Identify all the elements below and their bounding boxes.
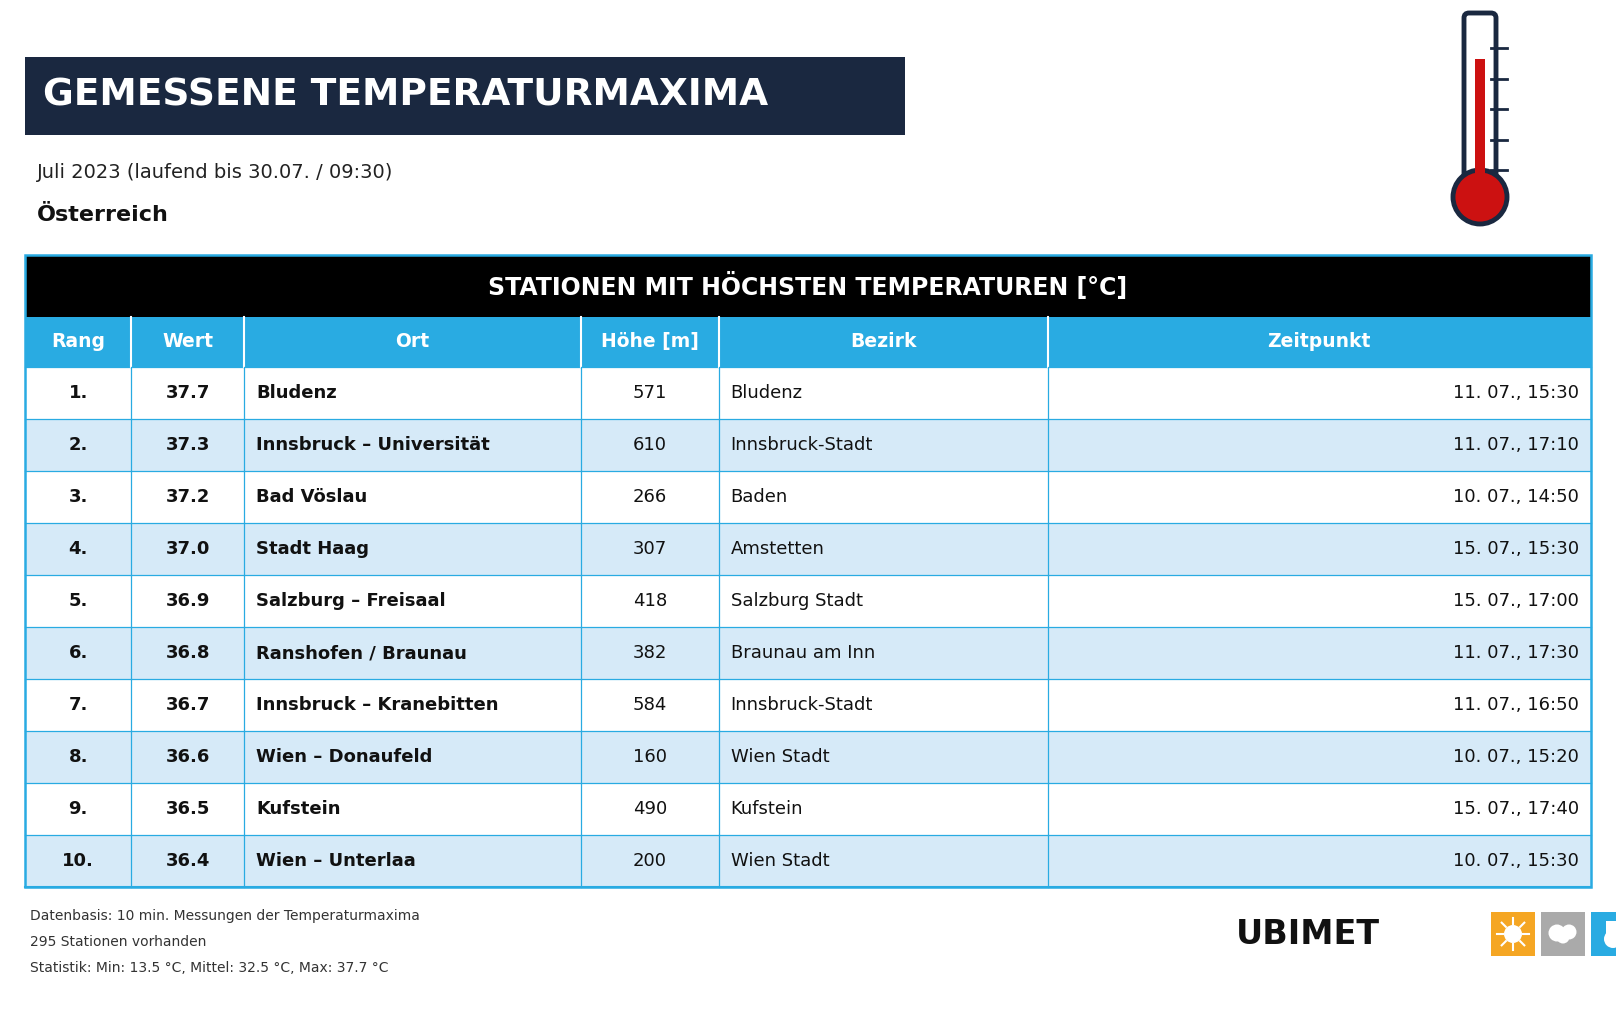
- Text: Österreich: Österreich: [37, 205, 170, 225]
- Text: STATIONEN MIT HÖCHSTEN TEMPERATUREN [°C]: STATIONEN MIT HÖCHSTEN TEMPERATUREN [°C]: [488, 272, 1128, 300]
- Circle shape: [1605, 930, 1616, 948]
- Text: Amstetten: Amstetten: [730, 540, 824, 558]
- Text: Innsbruck-Stadt: Innsbruck-Stadt: [730, 696, 873, 714]
- Text: Bad Vöslau: Bad Vöslau: [257, 488, 367, 506]
- FancyBboxPatch shape: [24, 255, 1592, 317]
- Text: 37.3: 37.3: [166, 436, 210, 454]
- Text: 37.2: 37.2: [166, 488, 210, 506]
- Text: Bludenz: Bludenz: [730, 384, 803, 402]
- Text: 11. 07., 15:30: 11. 07., 15:30: [1453, 384, 1579, 402]
- Circle shape: [1453, 170, 1508, 224]
- Text: 10. 07., 15:20: 10. 07., 15:20: [1453, 748, 1579, 766]
- Text: 11. 07., 16:50: 11. 07., 16:50: [1453, 696, 1579, 714]
- FancyBboxPatch shape: [1464, 13, 1496, 185]
- Text: 200: 200: [633, 852, 667, 870]
- Text: Juli 2023 (laufend bis 30.07. / 09:30): Juli 2023 (laufend bis 30.07. / 09:30): [37, 163, 393, 182]
- Text: 36.6: 36.6: [166, 748, 210, 766]
- FancyBboxPatch shape: [24, 835, 1592, 887]
- Text: Höhe [m]: Höhe [m]: [601, 333, 698, 352]
- FancyBboxPatch shape: [24, 317, 1592, 367]
- Text: Datenbasis: 10 min. Messungen der Temperaturmaxima: Datenbasis: 10 min. Messungen der Temper…: [31, 909, 420, 923]
- Text: Salzburg – Freisaal: Salzburg – Freisaal: [257, 592, 446, 610]
- Text: Salzburg Stadt: Salzburg Stadt: [730, 592, 863, 610]
- Text: 6.: 6.: [68, 644, 87, 662]
- Text: 11. 07., 17:10: 11. 07., 17:10: [1453, 436, 1579, 454]
- Text: 37.0: 37.0: [166, 540, 210, 558]
- Text: Braunau am Inn: Braunau am Inn: [730, 644, 874, 662]
- FancyBboxPatch shape: [24, 731, 1592, 783]
- Text: 4.: 4.: [68, 540, 87, 558]
- Text: 15. 07., 17:00: 15. 07., 17:00: [1453, 592, 1579, 610]
- Text: Stadt Haag: Stadt Haag: [257, 540, 368, 558]
- Text: Wien Stadt: Wien Stadt: [730, 852, 829, 870]
- FancyBboxPatch shape: [24, 57, 905, 135]
- Text: 36.5: 36.5: [166, 800, 210, 818]
- Text: 7.: 7.: [68, 696, 87, 714]
- Text: 610: 610: [633, 436, 667, 454]
- Text: 10. 07., 14:50: 10. 07., 14:50: [1453, 488, 1579, 506]
- Text: 36.7: 36.7: [166, 696, 210, 714]
- FancyBboxPatch shape: [1475, 59, 1485, 176]
- Circle shape: [1548, 924, 1566, 942]
- FancyBboxPatch shape: [24, 679, 1592, 731]
- Text: Wien – Unterlaa: Wien – Unterlaa: [257, 852, 415, 870]
- Text: UBIMET: UBIMET: [1236, 917, 1380, 950]
- Text: 5.: 5.: [68, 592, 87, 610]
- Text: Kufstein: Kufstein: [730, 800, 803, 818]
- Text: 8.: 8.: [68, 748, 87, 766]
- Text: Statistik: Min: 13.5 °C, Mittel: 32.5 °C, Max: 37.7 °C: Statistik: Min: 13.5 °C, Mittel: 32.5 °C…: [31, 961, 388, 975]
- FancyBboxPatch shape: [24, 575, 1592, 627]
- FancyBboxPatch shape: [24, 472, 1592, 523]
- Text: Wert: Wert: [162, 333, 213, 352]
- Text: 36.4: 36.4: [166, 852, 210, 870]
- Text: 36.8: 36.8: [165, 644, 210, 662]
- Text: 1.: 1.: [68, 384, 87, 402]
- FancyBboxPatch shape: [1592, 912, 1616, 956]
- Text: Zeitpunkt: Zeitpunkt: [1267, 333, 1370, 352]
- Text: Bludenz: Bludenz: [257, 384, 338, 402]
- Text: 307: 307: [633, 540, 667, 558]
- Text: 490: 490: [633, 800, 667, 818]
- Text: Wien Stadt: Wien Stadt: [730, 748, 829, 766]
- Text: 11. 07., 17:30: 11. 07., 17:30: [1453, 644, 1579, 662]
- Text: 584: 584: [632, 696, 667, 714]
- Circle shape: [1504, 925, 1522, 943]
- Text: 10. 07., 15:30: 10. 07., 15:30: [1453, 852, 1579, 870]
- FancyBboxPatch shape: [24, 627, 1592, 679]
- FancyBboxPatch shape: [1492, 912, 1535, 956]
- Text: 37.7: 37.7: [166, 384, 210, 402]
- FancyBboxPatch shape: [24, 523, 1592, 575]
- Text: 2.: 2.: [68, 436, 87, 454]
- Text: 36.9: 36.9: [166, 592, 210, 610]
- Text: 571: 571: [632, 384, 667, 402]
- Text: 3.: 3.: [68, 488, 87, 506]
- Text: 418: 418: [633, 592, 667, 610]
- Text: 10.: 10.: [63, 852, 94, 870]
- Text: 266: 266: [633, 488, 667, 506]
- FancyBboxPatch shape: [24, 419, 1592, 472]
- Text: Kufstein: Kufstein: [257, 800, 341, 818]
- Text: 160: 160: [633, 748, 667, 766]
- Text: Innsbruck – Kranebitten: Innsbruck – Kranebitten: [257, 696, 499, 714]
- Circle shape: [1556, 931, 1569, 943]
- FancyBboxPatch shape: [24, 783, 1592, 835]
- Text: 15. 07., 17:40: 15. 07., 17:40: [1453, 800, 1579, 818]
- Circle shape: [1561, 924, 1577, 940]
- Text: Bezirk: Bezirk: [850, 333, 916, 352]
- Text: Innsbruck – Universität: Innsbruck – Universität: [257, 436, 490, 454]
- FancyArrow shape: [1606, 921, 1616, 939]
- FancyBboxPatch shape: [24, 367, 1592, 419]
- Text: Innsbruck-Stadt: Innsbruck-Stadt: [730, 436, 873, 454]
- Text: 15. 07., 15:30: 15. 07., 15:30: [1453, 540, 1579, 558]
- Text: 295 Stationen vorhanden: 295 Stationen vorhanden: [31, 935, 207, 949]
- Text: Baden: Baden: [730, 488, 789, 506]
- Text: Rang: Rang: [52, 333, 105, 352]
- Text: Ranshofen / Braunau: Ranshofen / Braunau: [257, 644, 467, 662]
- Text: Ort: Ort: [396, 333, 430, 352]
- FancyBboxPatch shape: [1542, 912, 1585, 956]
- Text: 9.: 9.: [68, 800, 87, 818]
- Text: 382: 382: [632, 644, 667, 662]
- Text: Wien – Donaufeld: Wien – Donaufeld: [257, 748, 433, 766]
- Text: GEMESSENE TEMPERATURMAXIMA: GEMESSENE TEMPERATURMAXIMA: [44, 78, 768, 114]
